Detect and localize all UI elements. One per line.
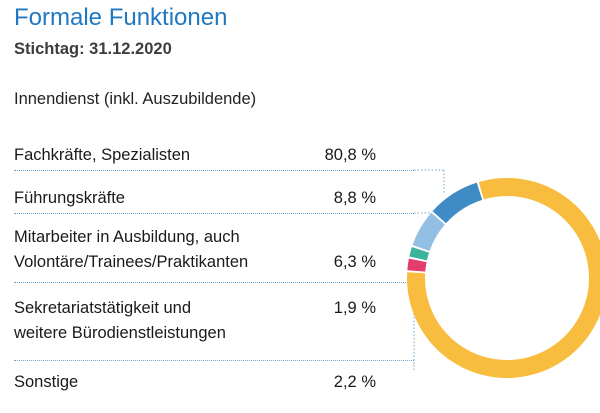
legend-separator (14, 170, 414, 171)
legend-value: 6,3 % (333, 253, 376, 271)
chart-subtitle: Stichtag: 31.12.2020 (14, 40, 172, 58)
legend-label: Volontäre/Trainees/Praktikanten (14, 253, 249, 271)
donut-slices (407, 178, 600, 378)
legend-separator (14, 213, 414, 214)
slice-fuehrungskraefte (432, 182, 483, 224)
legend-value: 1,9 % (333, 299, 376, 317)
slice-mitarbeiter-ausbildung (412, 212, 445, 251)
legend-label: Fachkräfte, Spezialisten (14, 146, 191, 164)
legend-label: Sekretariatstätigkeit und (14, 299, 192, 317)
leader-lines (413, 169, 445, 370)
legend-label: weitere Bürodienstleistungen (14, 324, 226, 342)
legend-label: Führungskräfte (14, 189, 125, 207)
legend-label: Sonstige (14, 373, 79, 391)
section-label: Innendienst (inkl. Auszubildende) (14, 90, 257, 108)
legend-separator (14, 360, 414, 361)
chart-title: Formale Funktionen (14, 4, 228, 31)
legend-value: 2,2 % (333, 373, 376, 391)
legend-value: 80,8 % (324, 146, 376, 164)
legend-separator (14, 282, 414, 283)
slice-sonstige (407, 258, 427, 272)
slice-sekretariat (409, 247, 430, 261)
legend-label: Mitarbeiter in Ausbildung, auch (14, 228, 240, 246)
legend-value: 8,8 % (333, 189, 376, 207)
